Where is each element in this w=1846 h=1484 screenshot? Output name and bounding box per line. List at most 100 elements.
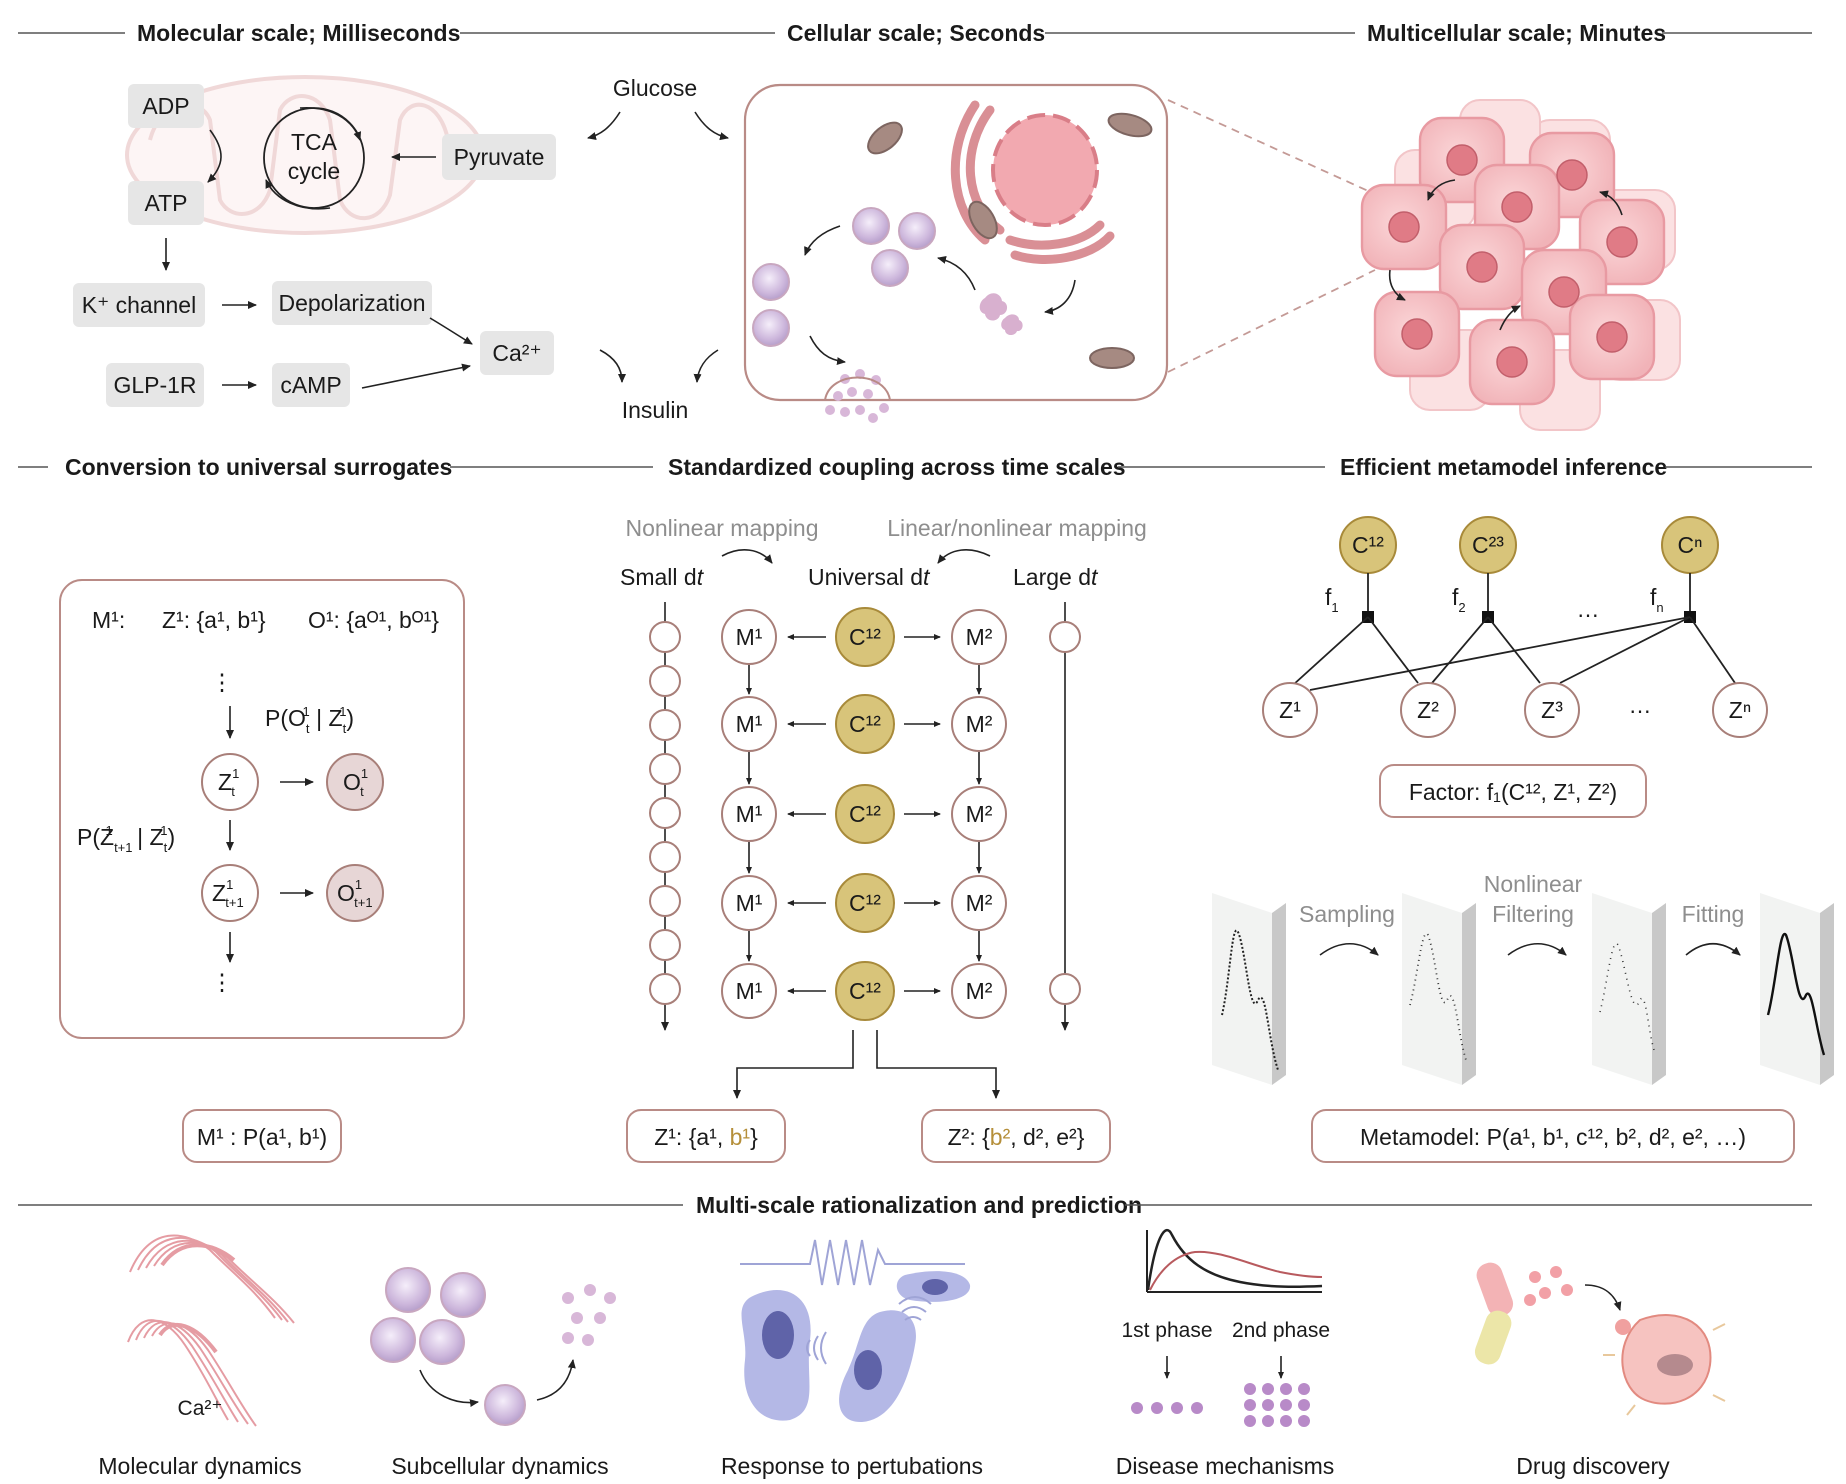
header-coupling: Standardized coupling across time scales [668,454,1126,480]
z-t-label: Z1 t [218,766,239,799]
depolarization-label: Depolarization [278,290,425,316]
insulin-label: Insulin [622,397,688,423]
universal-dt-label: Universal dt [808,564,931,590]
header-molecular: Molecular scale; Milliseconds [137,20,460,46]
subcellular-dynamics-icon [370,1267,616,1426]
small-dt-label: Small dt [620,564,705,590]
response-perturbations-icon [740,1239,971,1423]
svg-text:C¹²: C¹² [1352,532,1384,558]
row3-header: Multi-scale rationalization and predicti… [18,1192,1812,1218]
p-trans-label: P(Zt+11 | Zt1) [77,823,175,855]
coupling-vertical-arrows [746,665,982,962]
camp-box [272,363,350,407]
o-t-node [326,753,384,811]
tca-label-1: TCA [291,129,338,155]
large-dt-node-bottom [1049,973,1081,1005]
adp-label: ADP [142,93,189,119]
svg-text:M²: M² [966,890,993,916]
camp-label: cAMP [280,372,341,398]
o-t1-node [326,864,384,922]
small-dt-chain [649,621,681,1005]
ca-label: Ca²⁺ [492,340,541,366]
inference-panel: C¹² C²³ Cⁿ f1 f2 fn … Z¹ Z² Z³ [1212,516,1834,1163]
m1-prob-box [182,1109,342,1163]
cell-vesicles [752,207,936,347]
o-t1-label: O1 t+1 [337,877,373,910]
coupling-row-2: M¹ C¹² M² [721,694,1007,754]
proinsulin [979,293,1023,336]
svg-text:M²: M² [966,801,993,827]
cellular-panel [743,83,1389,423]
z1-result-box [626,1109,786,1163]
row1-header: Molecular scale; Milliseconds Cellular s… [18,20,1812,46]
molecular-dynamics-icon [127,1234,295,1427]
z3-node [1524,682,1580,738]
svg-text:M¹: M¹ [736,711,763,737]
z-t-node [201,753,259,811]
nucleus [991,113,1099,227]
glucose-label: Glucose [613,75,697,101]
subcellular-dynamics-label: Subcellular dynamics [391,1453,608,1479]
z1-set: Z¹: {a¹, b¹} [162,607,266,633]
coupling-row-4: M¹ C¹² M² [721,873,1007,933]
factor-box [1379,764,1647,818]
phase1-label: 1st phase [1121,1319,1212,1342]
svg-text:C¹²: C¹² [849,801,881,827]
header-conversion: Conversion to universal surrogates [65,454,452,480]
m1-prob-label: M¹ : P(a¹, b¹) [197,1124,327,1150]
coupling-row-1: M¹ C¹² M² [721,607,1007,667]
vdots-bottom: ⋮ [211,969,234,995]
o-t-label: O1 t [343,766,368,799]
nonlinear-filtering-label-2: Filtering [1492,901,1574,927]
molecular-panel: ADP ATP TCA cycle Pyruvate Glucose K⁺ ch… [73,75,729,423]
inference-plot-panels [1212,893,1834,1085]
row2-header: Conversion to universal surrogates Stand… [18,454,1812,480]
svg-text:Zⁿ: Zⁿ [1729,697,1751,723]
linear-nonlinear-mapping-label: Linear/nonlinear mapping [887,515,1147,541]
z1-node [1262,682,1318,738]
plot-panel-3 [1592,893,1666,1085]
svg-text:Z³: Z³ [1541,697,1563,723]
factor-label: Factor: f₁(C¹², Z¹, Z²) [1409,779,1617,805]
svg-text:Z¹: Z¹ [1279,697,1301,723]
atp-box [128,181,204,225]
metamodel-box [1311,1109,1795,1163]
zn-node [1712,682,1768,738]
plot-panel-1 [1212,893,1286,1085]
svg-text:M¹: M¹ [736,801,763,827]
z2-result-box [921,1109,1111,1163]
cell-mitochondria [867,112,1153,369]
coupling-panel: Nonlinear mapping Linear/nonlinear mappi… [620,515,1147,1163]
phase2-label: 2nd phase [1232,1319,1330,1342]
atp-label: ATP [144,190,187,216]
svg-text:M¹: M¹ [736,978,763,1004]
large-dt-label: Large dt [1013,564,1099,590]
z-t1-label: Z1 t+1 [212,877,244,910]
svg-text:M²: M² [966,978,993,1004]
conversion-frame [59,579,465,1039]
vdots-top: ⋮ [211,669,234,695]
z-t1-node [201,864,259,922]
coupling-row-3: M¹ C¹² M² [721,784,1007,844]
header-multiscale: Multi-scale rationalization and predicti… [696,1192,1142,1218]
header-inference: Efficient metamodel inference [1340,454,1667,480]
response-label: Response to pertubations [721,1453,983,1479]
drug-discovery-icon [1474,1262,1726,1416]
f1-label: f1 [1325,584,1339,615]
z1-result-label: Z¹: {a¹, b¹} [654,1124,758,1150]
glp1r-label: GLP-1R [113,372,196,398]
k-channel-box [73,283,205,327]
svg-text:C¹²: C¹² [849,624,881,650]
large-dt-node-top [1049,621,1081,653]
svg-text:Cⁿ: Cⁿ [1678,532,1703,558]
bottom-ca-label: Ca²⁺ [178,1397,223,1420]
p-obs-label: P(Ot1 | Zt1) [265,704,354,736]
factor-dots: … [1577,596,1600,622]
nonlinear-mapping-label: Nonlinear mapping [625,515,818,541]
svg-text:M¹: M¹ [736,890,763,916]
header-cellular: Cellular scale; Seconds [787,20,1045,46]
glp1r-box [106,363,204,407]
svg-text:C¹²: C¹² [849,711,881,737]
molecular-dynamics-label: Molecular dynamics [98,1453,301,1479]
fn-label: fn [1650,584,1664,615]
